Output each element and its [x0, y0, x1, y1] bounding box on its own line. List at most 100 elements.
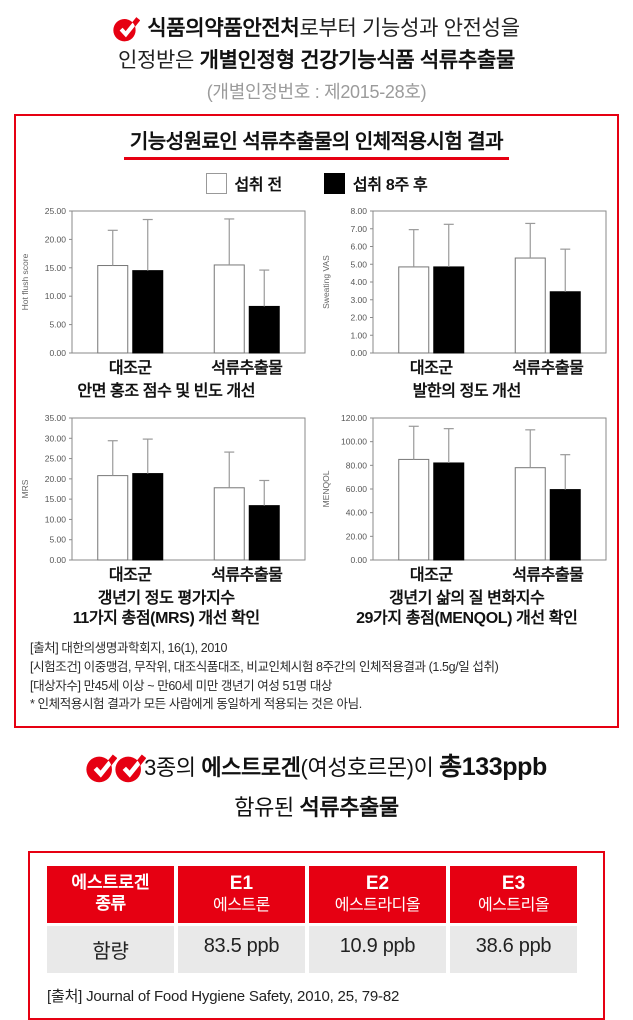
chart-cell-mrs: 0.00 5.00 10.00 15.00 20.00 25.00 30.00 35.00 MR…: [16, 408, 317, 629]
header-line1-rest: 로부터 기능성과 안전성을: [299, 17, 520, 40]
certification-number: (개별인정번호 : 제2015-28호): [206, 82, 427, 102]
estrogen-table: 에스트로겐 종류 E1 에스트론 E2 에스트라디올 E3 에스트리올 함량 8…: [47, 865, 577, 974]
svg-text:2.00: 2.00: [350, 313, 367, 323]
svg-text:8.00: 8.00: [350, 206, 367, 216]
svg-text:Hot flush score: Hot flush score: [20, 253, 30, 310]
eh-bold: 에스트로겐: [201, 755, 301, 780]
table-header-type: 에스트로겐 종류: [47, 865, 174, 924]
svg-text:석류추출물: 석류추출물: [211, 358, 283, 377]
svg-text:대조군: 대조군: [410, 359, 453, 377]
header-line: E3: [501, 872, 526, 894]
svg-text:40.00: 40.00: [345, 508, 367, 518]
table-header-e3: E3 에스트리올: [450, 865, 577, 924]
svg-text:25.00: 25.00: [45, 206, 67, 216]
clinical-results-box: 기능성원료인 석류추출물의 인체적용시험 결과 섭취 전 섭취 8주 후 0.0…: [14, 114, 619, 728]
svg-text:30.00: 30.00: [45, 433, 67, 443]
caption-line: 안면 홍조 점수 및 빈도 개선: [77, 383, 256, 400]
table-source: [출처] Journal of Food Hygiene Safety, 201…: [47, 988, 400, 1006]
header-line: E2: [365, 872, 390, 894]
estrogen-table-box: 에스트로겐 종류 E1 에스트론 E2 에스트라디올 E3 에스트리올 함량 8…: [28, 850, 605, 1020]
header-line1-bold: 식품의약품안전처: [147, 17, 300, 40]
estrogen-heading-line-1: 3종의 에스트로겐(여성호르몬)이 총133ppb: [0, 748, 633, 787]
svg-text:20.00: 20.00: [345, 531, 367, 541]
svg-text:대조군: 대조군: [109, 566, 152, 584]
svg-text:Sweating VAS: Sweating VAS: [321, 255, 331, 309]
legend-swatch-before: [205, 172, 227, 194]
svg-text:0.00: 0.00: [350, 555, 367, 565]
header-line: 에스트로겐: [71, 872, 150, 892]
clinical-box-title: 기능성원료인 석류추출물의 인체적용시험 결과: [123, 125, 510, 160]
svg-text:60.00: 60.00: [345, 484, 367, 494]
estrogen-heading: 3종의 에스트로겐(여성호르몬)이 총133ppb 함유된 석류추출물: [0, 748, 633, 825]
chart-caption-sweating: 발한의 정도 개선: [412, 382, 522, 402]
chart-caption-menqol: 갱년기 삶의 질 변화지수 29가지 총점(MENQOL) 개선 확인: [356, 589, 578, 629]
svg-text:5.00: 5.00: [350, 259, 367, 269]
footnote-disclaimer: * 인체적용시험 결과가 모든 사람에게 동일하게 적용되는 것은 아님.: [30, 697, 362, 712]
table-value-e2: 10.9 ppb: [308, 926, 447, 974]
svg-text:100.00: 100.00: [341, 437, 367, 447]
caption-line: 발한의 정도 개선: [412, 383, 522, 400]
check-icon: [113, 15, 141, 42]
header-line1-text: 식품의약품안전처로부터 기능성과 안전성을: [147, 13, 520, 45]
eh-mid: (여성호르몬)이: [300, 755, 440, 780]
chart-caption-hot-flush: 안면 홍조 점수 및 빈도 개선: [77, 382, 255, 402]
svg-text:15.00: 15.00: [45, 494, 67, 504]
svg-text:20.00: 20.00: [45, 474, 67, 484]
svg-text:80.00: 80.00: [345, 460, 367, 470]
svg-text:석류추출물: 석류추출물: [512, 565, 584, 584]
clinical-footnotes: [출처] 대한의생명과학회지, 16(1), 2010 [시험조건] 이중맹검,…: [30, 639, 603, 714]
header-line2-text: 인정받은 개별인정형 건강기능식품 석류추출물: [118, 45, 515, 77]
svg-text:0.00: 0.00: [50, 348, 67, 358]
table-header-e2: E2 에스트라디올: [308, 865, 447, 924]
header-line: E1: [229, 872, 254, 894]
legend-item-before: 섭취 전: [205, 171, 283, 195]
chart-caption-mrs: 갱년기 정도 평가지수 11가지 총점(MRS) 개선 확인: [73, 589, 260, 629]
chart-cell-sweating: 0.00 1.00 2.00 3.00 4.00 5.00 6.00 7.00 8.00 Swea…: [317, 201, 618, 402]
header-line: 에스트리올: [477, 896, 550, 914]
header-line2-bold: 개별인정형 건강기능식품 석류추출물: [199, 48, 516, 72]
legend-label-before: 섭취 전: [234, 177, 283, 194]
eh2-pre: 함유된: [234, 794, 300, 820]
svg-text:0.00: 0.00: [350, 348, 367, 358]
svg-text:5.00: 5.00: [50, 320, 67, 330]
chart-cell-menqol: 0.00 20.00 40.00 60.00 80.00 100.00 120.00 MENQ…: [317, 408, 618, 629]
charts-grid: 0.00 5.00 10.00 15.00 20.00 25.00 Hot flush sc…: [16, 201, 617, 629]
caption-line: 갱년기 정도 평가지수: [97, 590, 235, 607]
eh-pre: 3종의: [144, 755, 202, 780]
legend-item-after: 섭취 8주 후: [323, 171, 428, 195]
header-line2-pre: 인정받은: [117, 48, 200, 72]
svg-text:35.00: 35.00: [45, 413, 67, 423]
table-value-e1: 83.5 ppb: [177, 926, 305, 974]
header-line: 종류: [95, 894, 126, 914]
svg-text:5.00: 5.00: [50, 535, 67, 545]
svg-text:15.00: 15.00: [45, 263, 67, 273]
svg-text:3.00: 3.00: [350, 295, 367, 305]
svg-text:석류추출물: 석류추출물: [211, 565, 283, 584]
svg-text:MRS: MRS: [20, 479, 30, 498]
svg-text:대조군: 대조군: [410, 566, 453, 584]
svg-text:대조군: 대조군: [109, 359, 152, 377]
svg-text:10.00: 10.00: [45, 291, 67, 301]
svg-text:4.00: 4.00: [350, 277, 367, 287]
table-header-e1: E1 에스트론: [177, 865, 305, 924]
eh2-bold: 석류추출물: [299, 794, 400, 820]
clinical-box-title-wrap: 기능성원료인 석류추출물의 인체적용시험 결과: [16, 125, 617, 160]
caption-line: 29가지 총점(MENQOL) 개선 확인: [356, 610, 578, 627]
legend-swatch-after: [323, 172, 345, 194]
footnote-subjects: [대상자수] 만45세 이상 ~ 만60세 미만 갱년기 여성 51명 대상: [30, 678, 333, 693]
header-line-2: 인정받은 개별인정형 건강기능식품 석류추출물: [0, 45, 633, 77]
svg-text:25.00: 25.00: [45, 454, 67, 464]
header-line: 에스트론: [212, 896, 270, 914]
chart-legend: 섭취 전 섭취 8주 후: [16, 171, 617, 195]
svg-text:1.00: 1.00: [350, 330, 367, 340]
svg-text:120.00: 120.00: [341, 413, 367, 423]
header: 식품의약품안전처로부터 기능성과 안전성을 인정받은 개별인정형 건강기능식품 …: [0, 0, 633, 106]
chart-cell-hot-flush: 0.00 5.00 10.00 15.00 20.00 25.00 Hot flush sc…: [16, 201, 317, 402]
estrogen-heading-line-2: 함유된 석류추출물: [0, 791, 633, 825]
legend-label-after: 섭취 8주 후: [352, 177, 428, 194]
table-row-label: 함량: [47, 926, 174, 974]
check-icon: [115, 752, 147, 783]
svg-text:MENQOL: MENQOL: [321, 470, 331, 507]
caption-line: 11가지 총점(MRS) 개선 확인: [72, 610, 260, 627]
